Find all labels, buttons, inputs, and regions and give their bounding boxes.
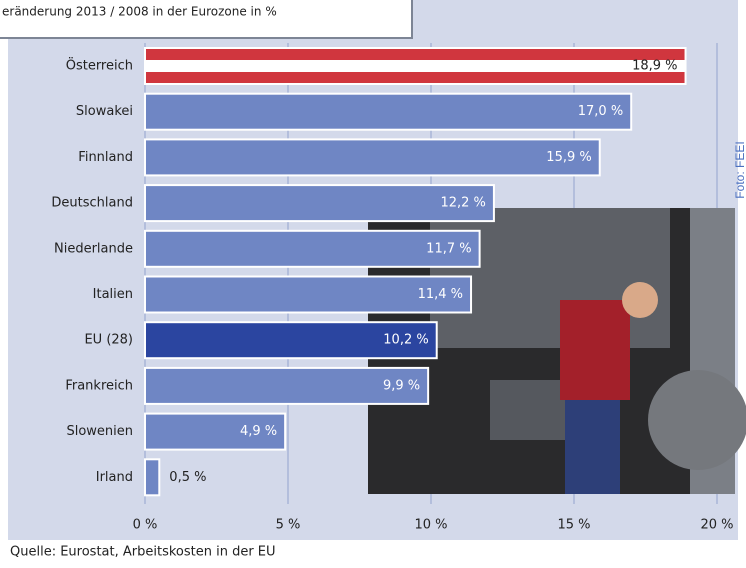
category-label: Slowakei [76, 104, 133, 119]
category-label: Slowenien [66, 424, 133, 439]
photo-credit: Foto: FEEI [733, 141, 746, 198]
title-box [0, 0, 413, 39]
value-label: 18,9 % [632, 59, 677, 74]
value-label: 4,9 % [240, 424, 277, 439]
bar [144, 47, 687, 85]
bar [144, 412, 287, 451]
bar [144, 138, 601, 177]
x-tick-label: 15 % [557, 518, 590, 533]
value-label: 11,7 % [426, 241, 471, 256]
x-tick-label: 20 % [700, 518, 733, 533]
x-tick-label: 10 % [414, 518, 447, 533]
x-tick-label: 0 % [133, 518, 158, 533]
category-label: Irland [96, 470, 133, 485]
bar [144, 92, 633, 131]
category-label: Frankreich [65, 378, 133, 393]
value-label: 9,9 % [383, 378, 420, 393]
bar [144, 275, 473, 314]
bar [144, 229, 481, 268]
category-label: Deutschland [51, 196, 133, 211]
bar [144, 458, 161, 497]
value-label: 12,2 % [440, 196, 485, 211]
value-label: 0,5 % [169, 470, 206, 485]
x-tick-label: 5 % [276, 518, 301, 533]
chart-title: eränderung 2013 / 2008 in der Eurozone i… [2, 5, 277, 19]
category-label: Italien [93, 287, 133, 302]
value-label: 11,4 % [418, 287, 463, 302]
value-label: 17,0 % [578, 104, 623, 119]
category-label: Finnland [78, 150, 133, 165]
bar [144, 366, 430, 405]
source: Quelle: Eurostat, Arbeitskosten in der E… [10, 545, 276, 560]
bar [144, 184, 495, 223]
category-label: Niederlande [54, 241, 133, 256]
bars: Österreich 18,9 % Slowakei 17,0 % Finnland 15… [51, 47, 687, 497]
bar [144, 321, 438, 360]
category-label: Österreich [66, 57, 133, 74]
value-label: 15,9 % [546, 150, 591, 165]
category-label: EU (28) [84, 333, 133, 348]
value-label: 10,2 % [383, 333, 428, 348]
